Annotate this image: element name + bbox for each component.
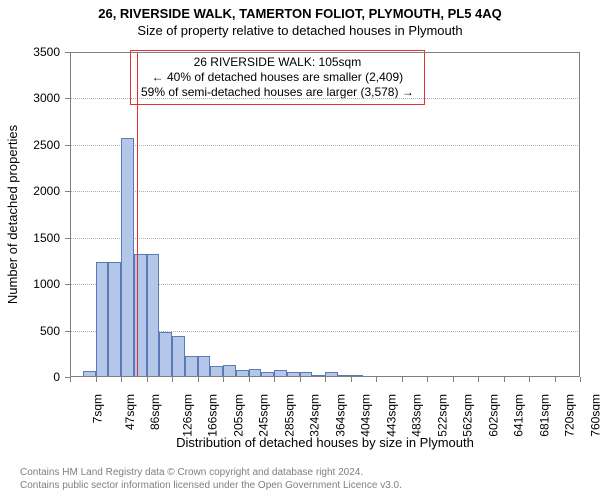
- x-tick-label: 324sqm: [308, 394, 322, 437]
- x-tick-label: 245sqm: [257, 394, 271, 437]
- x-tick-label: 7sqm: [90, 394, 104, 423]
- x-tick-label: 522sqm: [435, 394, 449, 437]
- page-title-sub: Size of property relative to detached ho…: [0, 21, 600, 38]
- histogram-plot: [70, 52, 580, 377]
- x-tick: [147, 377, 148, 382]
- x-tick-label: 720sqm: [563, 394, 577, 437]
- x-tick: [478, 377, 479, 382]
- x-axis-label: Distribution of detached houses by size …: [70, 435, 580, 450]
- x-tick: [427, 377, 428, 382]
- x-tick: [529, 377, 530, 382]
- footer-line2: Contains public sector information licen…: [20, 480, 402, 493]
- y-tick: [65, 238, 70, 239]
- y-tick: [65, 284, 70, 285]
- x-tick: [172, 377, 173, 382]
- footer-line1: Contains HM Land Registry data © Crown c…: [20, 467, 402, 480]
- x-tick: [504, 377, 505, 382]
- x-tick-label: 126sqm: [180, 394, 194, 437]
- x-tick: [274, 377, 275, 382]
- x-tick: [376, 377, 377, 382]
- x-tick-label: 602sqm: [486, 394, 500, 437]
- x-tick: [300, 377, 301, 382]
- x-tick-label: 443sqm: [384, 394, 398, 437]
- x-tick-label: 483sqm: [410, 394, 424, 437]
- x-tick: [121, 377, 122, 382]
- x-tick: [580, 377, 581, 382]
- y-tick: [65, 145, 70, 146]
- x-tick-label: 205sqm: [231, 394, 245, 437]
- x-tick: [96, 377, 97, 382]
- x-tick-label: 404sqm: [359, 394, 373, 437]
- x-tick-label: 760sqm: [588, 394, 600, 437]
- x-tick-label: 641sqm: [512, 394, 526, 437]
- x-tick-label: 86sqm: [148, 394, 162, 430]
- footer-attribution: Contains HM Land Registry data © Crown c…: [20, 467, 402, 492]
- plot-border: [70, 52, 580, 377]
- x-tick: [198, 377, 199, 382]
- x-tick: [402, 377, 403, 382]
- x-tick: [325, 377, 326, 382]
- x-tick: [70, 377, 71, 382]
- y-tick: [65, 52, 70, 53]
- y-axis-label: Number of detached properties: [5, 52, 20, 377]
- y-tick: [65, 98, 70, 99]
- x-tick-label: 562sqm: [461, 394, 475, 437]
- y-tick: [65, 331, 70, 332]
- x-tick: [453, 377, 454, 382]
- x-tick-label: 47sqm: [123, 394, 137, 430]
- x-tick-label: 364sqm: [333, 394, 347, 437]
- x-tick: [351, 377, 352, 382]
- x-tick-label: 681sqm: [537, 394, 551, 437]
- page-title-address: 26, RIVERSIDE WALK, TAMERTON FOLIOT, PLY…: [0, 0, 600, 21]
- y-tick: [65, 191, 70, 192]
- x-tick-label: 285sqm: [282, 394, 296, 437]
- x-tick: [223, 377, 224, 382]
- x-tick: [555, 377, 556, 382]
- x-tick: [249, 377, 250, 382]
- x-tick-label: 166sqm: [206, 394, 220, 437]
